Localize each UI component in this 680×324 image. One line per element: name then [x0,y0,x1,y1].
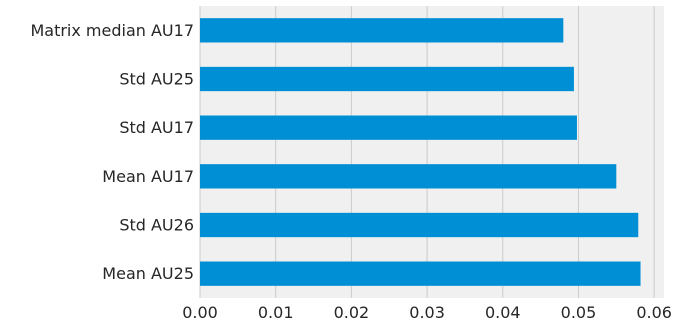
bar-std-au17 [200,115,577,140]
x-tick-label: 0.02 [334,303,370,322]
bar-std-au25 [200,66,574,92]
y-tick-label: Matrix median AU17 [30,21,194,40]
x-tick-label: 0.05 [561,303,597,322]
bars [200,18,641,286]
bar-mean-au25 [200,261,641,286]
grid-lines [199,6,655,298]
plot-background [200,6,664,298]
bar-matrix-median-au17 [200,18,564,43]
x-tick-label: 0.00 [182,303,218,322]
bar-std-au26 [200,212,639,238]
y-tick-label: Std AU25 [119,70,194,89]
y-tick-label: Std AU17 [119,118,194,137]
x-tick-labels: 0.00 0.01 0.02 0.03 0.04 0.05 0.06 [182,303,672,322]
x-tick-label: 0.04 [485,303,521,322]
x-tick-label: 0.01 [258,303,294,322]
y-tick-labels: Mean AU25 Std AU26 Mean AU17 Std AU17 Std AU… [30,21,194,283]
y-tick-label: Std AU26 [119,216,194,235]
x-tick-label: 0.06 [636,303,672,322]
y-tick-label: Mean AU17 [102,167,194,186]
x-tick-label: 0.03 [409,303,445,322]
y-tick-label: Mean AU25 [102,264,194,283]
bar-mean-au17 [200,164,617,189]
